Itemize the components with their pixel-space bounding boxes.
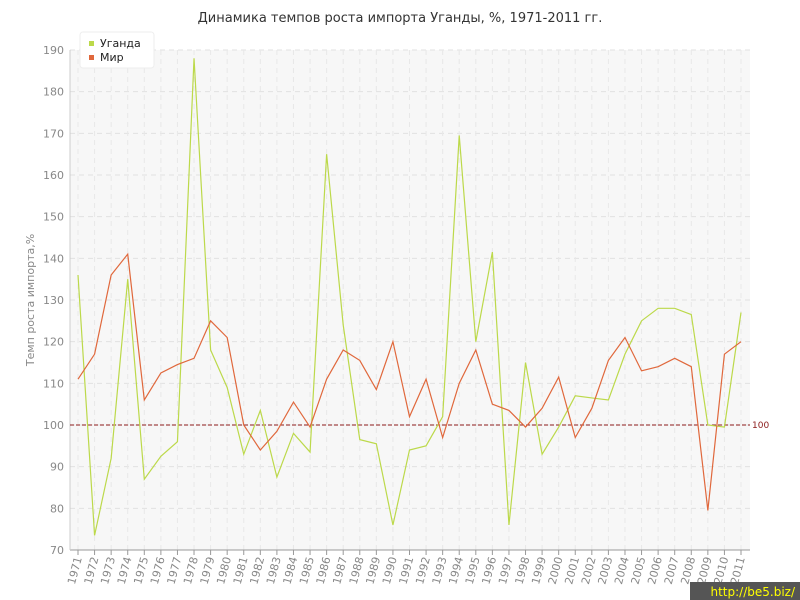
reference-label: 100	[752, 421, 769, 431]
legend-swatch	[89, 55, 94, 60]
y-tick-label: 160	[43, 169, 64, 182]
y-axis-label: Темп роста импорта,%	[24, 234, 37, 367]
y-tick-label: 80	[50, 502, 64, 515]
y-tick-label: 70	[50, 544, 64, 557]
y-tick-label: 100	[43, 419, 64, 432]
y-tick-label: 180	[43, 86, 64, 99]
chart-title: Динамика темпов роста импорта Уганды, %,…	[198, 11, 603, 26]
legend-box	[79, 31, 155, 69]
y-tick-label: 110	[43, 377, 64, 390]
y-tick-label: 150	[43, 211, 64, 224]
y-tick-label: 130	[43, 294, 64, 307]
legend-swatch	[89, 41, 94, 46]
y-tick-label: 140	[43, 252, 64, 265]
y-tick-label: 90	[50, 461, 64, 474]
y-tick-label: 190	[43, 44, 64, 57]
y-tick-label: 120	[43, 336, 64, 349]
watermark: http://be5.biz/	[710, 585, 795, 599]
y-tick-label: 170	[43, 127, 64, 140]
legend-label: Уганда	[100, 37, 141, 50]
watermark-bg	[690, 582, 800, 600]
series-line	[77, 252, 742, 511]
legend-label: Мир	[100, 51, 124, 64]
x-tick-label: 2011	[728, 555, 748, 585]
series-line	[77, 58, 742, 536]
